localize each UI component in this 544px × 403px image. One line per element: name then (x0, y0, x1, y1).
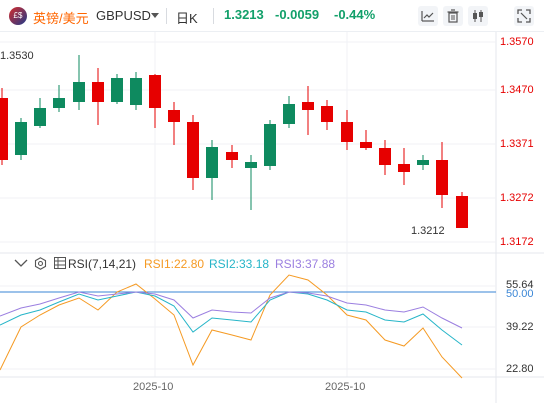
candlestick-icon (473, 10, 483, 22)
candle-body (398, 164, 410, 172)
indicator-list-icon[interactable] (54, 257, 66, 269)
candle-body (168, 110, 180, 122)
price-chart[interactable] (0, 32, 544, 403)
candle-body (379, 148, 391, 165)
rsi-axis-label: 55.64 (506, 279, 534, 291)
rsi-indicator-header: RSI(7,14,21) RSI1:22.80 RSI2:33.18 RSI3:… (0, 254, 496, 274)
fullscreen-icon (517, 9, 531, 23)
candle-body (111, 78, 123, 102)
delete-icon (447, 9, 459, 23)
candle-body (0, 98, 8, 160)
delete-drawing-button[interactable] (443, 6, 463, 26)
chart-type-button[interactable] (468, 6, 488, 26)
candle-body (206, 147, 218, 178)
candle-body (245, 162, 257, 168)
candle-body (53, 98, 65, 108)
date-axis-label: 2025-10 (133, 381, 174, 393)
candle-body (130, 78, 142, 105)
timeframe-selector[interactable]: 日K (176, 11, 198, 26)
rsi3-line (0, 291, 463, 329)
price-change-percent: -0.44% (334, 7, 376, 22)
rsi1-line (0, 274, 463, 379)
visibility-toggle-icon[interactable] (14, 258, 28, 268)
price-axis-label: 1.3172 (500, 236, 534, 248)
candle-body (341, 122, 353, 142)
price-change: -0.0059 (275, 7, 320, 22)
candle-body (321, 106, 333, 122)
candle-body (149, 75, 161, 108)
candle-body (436, 160, 448, 195)
candle-body (264, 124, 276, 166)
chart-toolbar: £$ 英镑/美元 GBPUSD 日K 1.3213 -0.0059 -0.44% (0, 0, 544, 32)
line-chart-icon (421, 11, 434, 22)
candle-body (283, 104, 295, 124)
candle-body (34, 108, 46, 126)
settings-gear-icon[interactable] (34, 257, 47, 270)
candle-body (302, 102, 314, 110)
candle-body (417, 160, 429, 165)
candle-body (226, 152, 238, 160)
rsi-series (0, 274, 463, 379)
rsi-axis-label: 39.22 (506, 321, 534, 333)
candle-body (92, 82, 104, 102)
rsi1-value: RSI1:22.80 (144, 257, 205, 271)
price-axis-label: 1.3371 (500, 138, 534, 150)
fullscreen-button[interactable] (514, 6, 534, 26)
rsi-axis-label: 50.00 (506, 288, 534, 300)
rsi3-value: RSI3:37.88 (275, 257, 336, 271)
symbol-name[interactable]: 英镑/美元 (33, 11, 89, 26)
price-axis-label: 1.3470 (500, 84, 534, 96)
candle-body (360, 142, 372, 148)
line-chart-button[interactable] (418, 6, 438, 26)
symbol-code[interactable]: GBPUSD (96, 8, 151, 23)
candle-body (73, 82, 85, 102)
last-price: 1.3213 (224, 7, 264, 22)
price-axis-label: 1.3570 (500, 36, 534, 48)
rsi2-value: RSI2:33.18 (209, 257, 270, 271)
candle-body (15, 122, 27, 155)
date-axis-label: 2025-10 (325, 381, 366, 393)
toolbar-divider (213, 8, 214, 24)
rsi-axis-label: 22.80 (506, 363, 534, 375)
price-axis-label: 1.3272 (500, 192, 534, 204)
currency-flag-icon: £$ (9, 7, 27, 25)
candlestick-series (0, 55, 468, 228)
candle-body (456, 196, 468, 228)
rsi-title: RSI(7,14,21) (68, 257, 137, 271)
toolbar-divider (166, 8, 167, 24)
rsi2-line (0, 291, 463, 346)
high-price-annotation: 1.3530 (0, 50, 34, 62)
chevron-down-icon[interactable] (151, 13, 159, 18)
low-price-annotation: 1.3212 (411, 225, 445, 237)
candle-body (187, 122, 199, 178)
